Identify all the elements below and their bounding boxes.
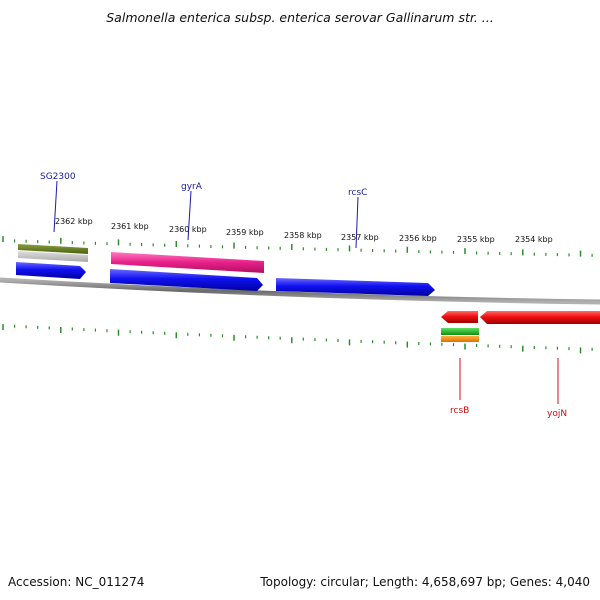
ruler-label: 2355 kbp <box>457 235 495 244</box>
gene-gyrA-arrow[interactable] <box>110 269 263 291</box>
leader-gyrA <box>187 190 192 241</box>
ruler-label: 2356 kbp <box>399 234 437 243</box>
ruler-ticks-outer <box>2 236 593 257</box>
gene-label-SG2300[interactable]: SG2300 <box>40 172 76 182</box>
gene-yojN-arrow[interactable] <box>480 311 600 324</box>
gene-track-forward <box>16 262 435 296</box>
feature-track-outer <box>18 244 264 273</box>
leader-rcsC <box>355 196 359 249</box>
feature-orange[interactable] <box>441 336 479 342</box>
gene-label-yojN[interactable]: yojN <box>547 409 567 419</box>
feature-olive[interactable] <box>18 244 88 254</box>
accession-text: Accession: NC_011274 <box>8 575 145 589</box>
feature-track-inner <box>441 328 479 342</box>
ruler-label: 2362 kbp <box>55 217 93 226</box>
gene-rcsC-arrow[interactable] <box>276 278 435 296</box>
feature-green[interactable] <box>441 328 479 335</box>
leader-SG2300 <box>53 180 58 233</box>
gene-label-rcsB[interactable]: rcsB <box>450 406 469 416</box>
gene-rcsB-arrow[interactable] <box>441 311 478 323</box>
map-title: Salmonella enterica subsp. enterica sero… <box>106 10 494 25</box>
ruler-label: 2361 kbp <box>111 222 149 231</box>
ruler-ticks-inner <box>2 324 593 354</box>
feature-pink[interactable] <box>111 252 264 273</box>
gene-labels: SG2300 gyrA rcsC rcsB yojN <box>40 172 567 419</box>
feature-grey[interactable] <box>18 251 88 262</box>
gene-label-rcsC[interactable]: rcsC <box>348 188 367 198</box>
genome-summary-text: Topology: circular; Length: 4,658,697 bp… <box>260 575 590 589</box>
ruler-label: 2357 kbp <box>341 233 379 242</box>
gene-label-gyrA[interactable]: gyrA <box>181 182 203 192</box>
ruler-label: 2359 kbp <box>226 228 264 237</box>
ruler-label: 2360 kbp <box>169 225 207 234</box>
gene-track-reverse <box>441 311 600 324</box>
chromosome-backbone <box>0 277 600 305</box>
ruler-labels: 2362 kbp 2361 kbp 2360 kbp 2359 kbp 2358… <box>55 217 553 244</box>
ruler-label: 2358 kbp <box>284 231 322 240</box>
ruler-label: 2354 kbp <box>515 235 553 244</box>
gene-SG2300-arrow[interactable] <box>16 262 86 279</box>
